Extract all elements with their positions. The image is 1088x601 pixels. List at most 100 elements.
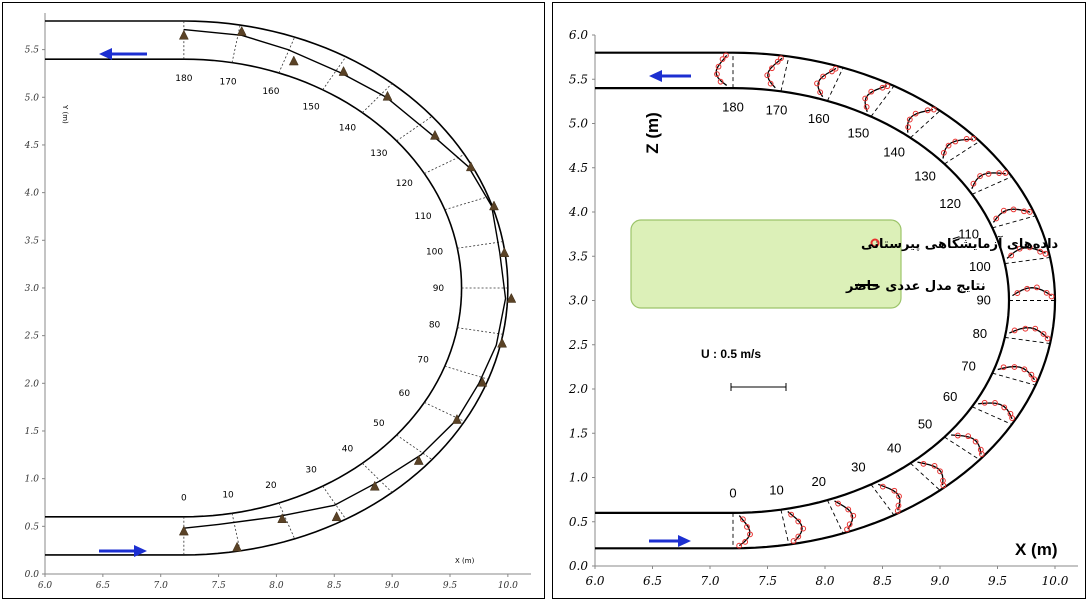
section-angle-label: 170 bbox=[766, 103, 788, 118]
section-angle-label: 120 bbox=[939, 196, 961, 211]
section-line bbox=[992, 215, 1036, 229]
x-axis-label: X (m) bbox=[455, 557, 475, 565]
x-tick-label: 8.0 bbox=[815, 574, 834, 588]
section-line bbox=[278, 36, 296, 74]
experimental-point bbox=[920, 460, 927, 467]
max-velocity-marker bbox=[477, 376, 488, 387]
section-line bbox=[396, 434, 433, 460]
section-angle-label: 90 bbox=[433, 284, 445, 294]
experimental-point bbox=[906, 116, 913, 123]
experimental-point bbox=[905, 124, 912, 131]
max-velocity-marker bbox=[430, 129, 440, 140]
y-tick-label: 3.5 bbox=[569, 249, 588, 263]
x-tick-label: 8.5 bbox=[327, 581, 342, 591]
y-tick-label: 1.5 bbox=[25, 427, 40, 437]
section-line bbox=[780, 56, 790, 92]
experimental-point bbox=[717, 78, 724, 85]
y-tick-label: 0.5 bbox=[25, 522, 40, 532]
experimental-point bbox=[954, 432, 961, 439]
experimental-point bbox=[1011, 364, 1018, 370]
section-angle-label: 180 bbox=[175, 74, 192, 84]
velocity-scale-label: U : 0.5 m/s bbox=[701, 347, 761, 361]
experimental-point bbox=[1032, 325, 1039, 332]
experimental-point bbox=[963, 136, 970, 142]
section-angle-label: 180 bbox=[722, 100, 744, 115]
section-angle-label: 0 bbox=[729, 485, 736, 500]
experimental-point bbox=[985, 170, 992, 177]
experimental-point bbox=[719, 56, 726, 63]
max-velocity-marker bbox=[277, 513, 288, 523]
section-angle-label: 100 bbox=[969, 259, 991, 274]
experimental-point bbox=[931, 462, 938, 469]
flow-out-arrow-head bbox=[649, 70, 662, 82]
experimental-point bbox=[767, 80, 774, 87]
numerical-profile bbox=[834, 500, 854, 530]
section-line bbox=[322, 56, 347, 91]
x-tick-label: 9.5 bbox=[443, 581, 458, 591]
experimental-point bbox=[1000, 207, 1007, 214]
numerical-profile bbox=[1012, 287, 1052, 297]
section-angle-label: 60 bbox=[399, 389, 411, 399]
section-angle-label: 130 bbox=[370, 149, 387, 159]
experimental-point bbox=[940, 149, 947, 156]
experimental-point bbox=[1014, 290, 1021, 296]
experimental-point bbox=[895, 502, 902, 509]
experimental-point bbox=[800, 525, 807, 532]
section-angle-label: 50 bbox=[918, 417, 932, 432]
numerical-profile bbox=[942, 138, 973, 159]
experimental-point bbox=[1021, 208, 1027, 215]
y-tick-label: 0.0 bbox=[569, 559, 588, 573]
section-line bbox=[971, 176, 1013, 195]
experimental-point bbox=[1044, 335, 1051, 342]
max-velocity-marker bbox=[413, 454, 424, 465]
y-tick-label: 2.5 bbox=[568, 338, 588, 352]
experimental-point bbox=[814, 80, 820, 87]
experimental-point bbox=[992, 400, 998, 406]
experimental-point bbox=[868, 88, 875, 95]
experimental-point bbox=[778, 55, 784, 62]
numerical-profile bbox=[738, 515, 751, 547]
section-angle-label: 120 bbox=[396, 179, 413, 189]
section-line bbox=[322, 485, 347, 520]
experimental-point bbox=[714, 71, 720, 78]
x-tick-label: 9.0 bbox=[385, 581, 400, 591]
y-tick-label: 2.5 bbox=[24, 332, 40, 342]
experimental-point bbox=[844, 526, 850, 533]
channel-inner-wall bbox=[45, 58, 463, 518]
y-tick-label: 5.5 bbox=[569, 72, 588, 86]
experimental-point bbox=[1037, 248, 1044, 255]
experimental-point bbox=[1024, 285, 1031, 292]
experimental-point bbox=[1022, 325, 1029, 332]
experimental-point bbox=[1026, 209, 1033, 215]
flow-in-arrow-head bbox=[678, 535, 691, 547]
experimental-point bbox=[894, 507, 901, 514]
x-tick-label: 7.5 bbox=[211, 581, 226, 591]
max-velocity-marker bbox=[331, 511, 342, 522]
section-angle-label: 60 bbox=[943, 389, 957, 404]
x-tick-label: 10.0 bbox=[1042, 574, 1069, 588]
experimental-point bbox=[862, 95, 869, 102]
section-line bbox=[362, 462, 393, 493]
section-angle-label: 150 bbox=[303, 102, 320, 112]
section-angle-label: 80 bbox=[429, 320, 441, 330]
x-axis-label: X (m) bbox=[1015, 540, 1058, 559]
section-line bbox=[396, 116, 433, 142]
max-velocity-marker bbox=[369, 480, 380, 491]
experimental-point bbox=[1010, 206, 1017, 213]
experimental-point bbox=[1033, 284, 1040, 291]
experimental-point bbox=[940, 482, 947, 489]
section-line bbox=[826, 499, 844, 534]
experimental-point bbox=[788, 511, 795, 518]
experimental-point bbox=[1042, 250, 1049, 257]
x-tick-label: 7.5 bbox=[758, 574, 777, 588]
section-line bbox=[780, 509, 790, 545]
y-axis-label: Y (m) bbox=[61, 104, 69, 124]
flow-out-arrow-head bbox=[99, 48, 112, 60]
max-velocity-marker bbox=[465, 161, 476, 172]
max-velocity-marker bbox=[452, 413, 462, 424]
right-chart-panel: 6.0 6.5 7.0 7.5 8.0 8.5 9.0 9.5 10.0 0.0 0.5 1.0 1.5… bbox=[552, 2, 1086, 599]
max-velocity-marker bbox=[178, 525, 189, 536]
experimental-point bbox=[747, 531, 753, 538]
x-tick-label: 6.5 bbox=[96, 581, 111, 591]
max-velocity-marker bbox=[236, 25, 247, 36]
